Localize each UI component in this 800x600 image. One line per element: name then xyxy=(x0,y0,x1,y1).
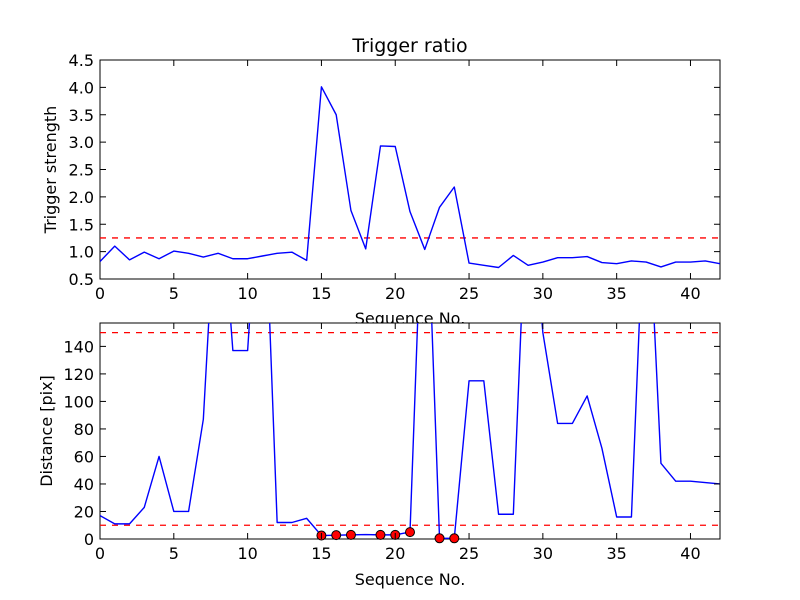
x-tick-label: 40 xyxy=(680,284,700,303)
x-tick-label: 35 xyxy=(606,284,626,303)
plot-frame xyxy=(99,59,721,280)
y-tick-label: 1.0 xyxy=(69,243,94,262)
x-tick-label: 5 xyxy=(169,544,179,563)
y-tick-label: 60 xyxy=(74,447,94,466)
x-tick-label: 10 xyxy=(237,284,257,303)
data-point-marker xyxy=(449,533,460,544)
data-point-marker xyxy=(345,529,356,540)
x-tick-label: 25 xyxy=(459,284,479,303)
x-tick-label: 30 xyxy=(533,544,553,563)
y-tick-label: 4.0 xyxy=(69,78,94,97)
marker-group xyxy=(316,527,460,544)
data-point-marker xyxy=(375,529,386,540)
data-point-marker xyxy=(331,530,342,541)
plot-frame xyxy=(99,322,721,540)
x-tick-label: 40 xyxy=(680,544,700,563)
y-tick-label: 3.0 xyxy=(69,133,94,152)
data-point-marker xyxy=(434,533,445,544)
x-tick-label: 0 xyxy=(95,284,105,303)
y-tick-label: 2.5 xyxy=(69,161,94,180)
y-axis-label: Trigger strength xyxy=(41,106,60,235)
x-tick-label: 20 xyxy=(385,284,405,303)
y-tick-label: 0 xyxy=(84,530,94,549)
y-tick-label: 3.5 xyxy=(69,106,94,125)
y-tick-label: 20 xyxy=(74,502,94,521)
x-tick-label: 25 xyxy=(459,544,479,563)
x-tick-label: 15 xyxy=(311,544,331,563)
x-tick-label: 20 xyxy=(385,544,405,563)
y-tick-label: 1.5 xyxy=(69,215,94,234)
x-tick-label: 35 xyxy=(606,544,626,563)
trigger-ratio-panel: 0 5 10 15 20 25 30 35 40 0.5 1.0 1.5 2.0 2.5 3.0 3.5 4.0… xyxy=(41,35,721,328)
y-tick-label: 120 xyxy=(63,365,94,384)
x-tick-label: 5 xyxy=(169,284,179,303)
data-point-marker xyxy=(405,527,415,538)
y-axis-label: Distance [pix] xyxy=(37,375,56,487)
y-tick-label: 100 xyxy=(63,392,94,411)
y-tick-label: 40 xyxy=(74,475,94,494)
x-tick-label: 10 xyxy=(237,544,257,563)
y-tick-label: 80 xyxy=(74,420,94,439)
x-tick-label: 0 xyxy=(95,544,105,563)
y-tick-label: 0.5 xyxy=(69,270,94,289)
distance-panel: 0 5 10 15 20 25 30 35 40 0 20 40 60 80 100 120 140 Sequen… xyxy=(37,322,721,589)
y-tick-label: 140 xyxy=(63,337,94,356)
y-tick-label: 2.0 xyxy=(69,188,94,207)
y-tick-label: 4.5 xyxy=(69,51,94,70)
x-tick-label: 30 xyxy=(533,284,553,303)
series-line xyxy=(100,86,720,269)
chart-title: Trigger ratio xyxy=(351,35,467,57)
x-tick-label: 15 xyxy=(311,284,331,303)
x-axis-label: Sequence No. xyxy=(355,570,466,589)
plot-area xyxy=(100,86,720,269)
